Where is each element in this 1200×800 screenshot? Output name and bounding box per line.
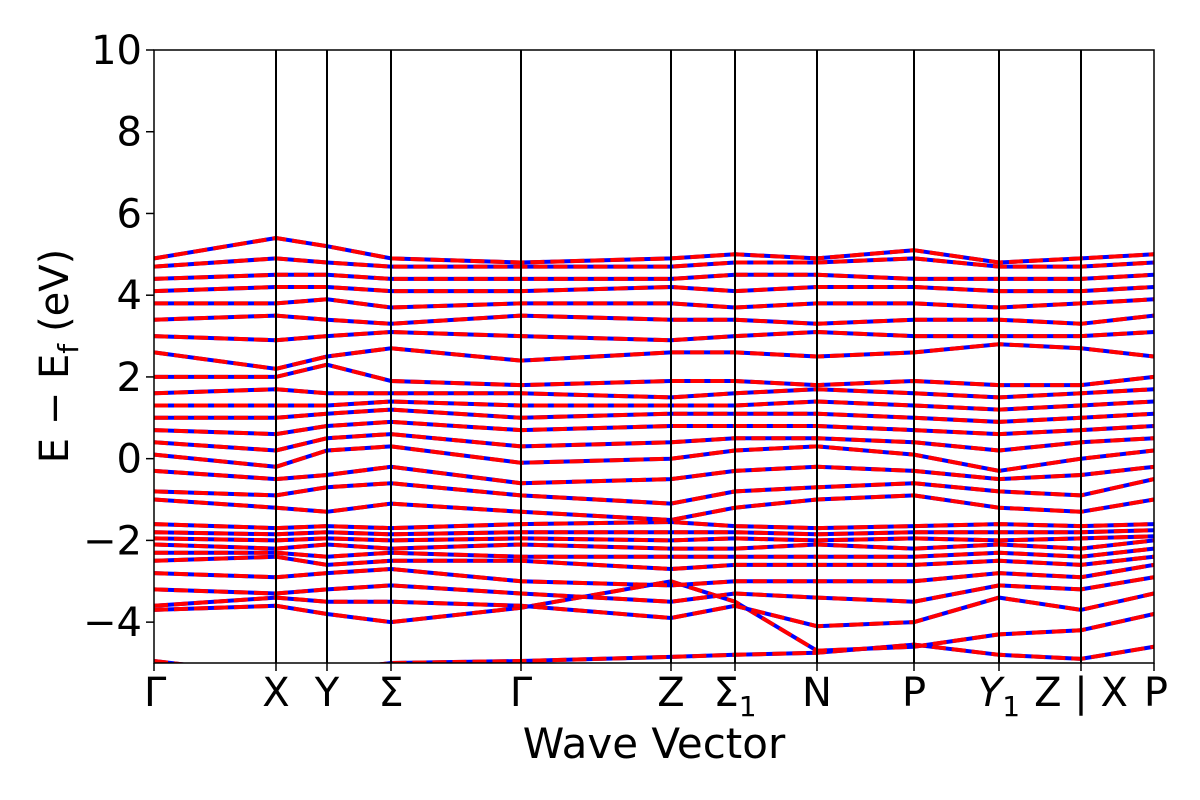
y-tick-label: −4	[83, 600, 142, 646]
x-tick-label-subscript: 1	[739, 690, 757, 723]
x-tick-label-main: Σ	[378, 670, 403, 716]
y-axis-label-subscript: f	[52, 343, 85, 354]
band-line-spin-up-11	[154, 493, 1154, 523]
y-tick-label: 0	[117, 437, 142, 483]
y-tick-label: −2	[83, 518, 142, 564]
band-line-spin-up-7	[154, 538, 1154, 551]
x-tick-label-2: Y	[314, 670, 340, 716]
band-line-spin-up-8	[154, 534, 1154, 543]
y-tick-label: 8	[117, 110, 142, 156]
band-line-spin-up-17	[154, 407, 1154, 424]
y-axis-label-main: E − E	[32, 354, 78, 464]
band-line-spin-up-14	[154, 444, 1154, 473]
band-line-spin-up-20	[154, 362, 1154, 388]
band-line-spin-up-10	[154, 519, 1154, 531]
x-tick-label-6: Σ1	[713, 670, 756, 723]
x-tick-label-9: Y1	[978, 670, 1020, 723]
y-tick-label: 6	[117, 191, 142, 237]
x-tick-label-1: X	[262, 670, 289, 716]
band-line-spin-up-0	[154, 642, 1154, 663]
band-line-spin-up-23	[154, 313, 1154, 326]
y-tick-label: 4	[117, 273, 142, 319]
band-line-spin-up-24	[154, 297, 1154, 310]
band-line-spin-up-22	[154, 329, 1154, 343]
band-line-spin-up-27	[154, 256, 1154, 269]
band-line-spin-up-18	[154, 399, 1154, 412]
x-tick-label-5: Z	[657, 670, 684, 716]
band-line-spin-up-21	[154, 342, 1154, 371]
x-tick-label-10: Z | X	[1034, 670, 1128, 716]
x-tick-label-4: Γ	[510, 670, 533, 716]
x-tick-label-main: P	[902, 670, 926, 716]
band-line-spin-up-5	[154, 554, 1154, 572]
x-tick-label-3: Σ	[378, 670, 403, 716]
y-axis-label-unit: (eV)	[32, 249, 78, 332]
bands-group	[154, 235, 1154, 663]
band-line-spin-up-9	[154, 528, 1154, 537]
x-tick-label-11: P	[1144, 670, 1168, 716]
band-line-spin-up-15	[154, 432, 1154, 453]
y-tick-label: 2	[117, 355, 142, 401]
band-line-spin-up-16	[154, 419, 1154, 437]
band-line-spin-up-6	[154, 546, 1154, 559]
plot-frame	[153, 49, 1155, 664]
y-tick-label: 10	[91, 28, 142, 74]
band-line-spin-down-21	[154, 342, 1154, 371]
x-tick-label-main: Z	[657, 670, 684, 716]
band-line-spin-up-3	[154, 575, 1154, 604]
x-tick-label-main: Y	[314, 670, 340, 716]
band-line-spin-up-25	[154, 284, 1154, 294]
band-line-spin-up-2	[154, 591, 1154, 629]
x-tick-label-main: Γ	[510, 670, 533, 716]
x-tick-label-0: Γ	[144, 670, 167, 716]
band-line-spin-up-12	[154, 477, 1154, 506]
x-tick-label-7: N	[802, 670, 832, 716]
band-line-spin-up-19	[154, 387, 1154, 400]
band-line-spin-up-1	[154, 579, 1154, 653]
x-tick-label-main: N	[802, 670, 832, 716]
band-line-spin-up-26	[154, 272, 1154, 281]
y-axis-label: E − Ef (eV)	[32, 249, 85, 464]
x-tick-label-main: X	[262, 670, 289, 716]
x-tick-label-main: Y	[978, 670, 1006, 716]
x-axis-label: Wave Vector	[523, 719, 786, 768]
x-tick-label-8: P	[902, 670, 926, 716]
band-line-spin-up-13	[154, 464, 1154, 486]
band-line-spin-up-28	[154, 235, 1154, 265]
x-tick-label-subscript: 1	[1002, 690, 1020, 723]
x-tick-label-main: Σ	[713, 670, 738, 716]
x-tick-label-main: P	[1144, 670, 1168, 716]
band-line-spin-up-4	[154, 562, 1154, 588]
band-line-spin-down-0	[154, 642, 1154, 663]
x-tick-label-main: Z | X	[1034, 670, 1128, 716]
x-tick-label-main: Γ	[144, 670, 167, 716]
